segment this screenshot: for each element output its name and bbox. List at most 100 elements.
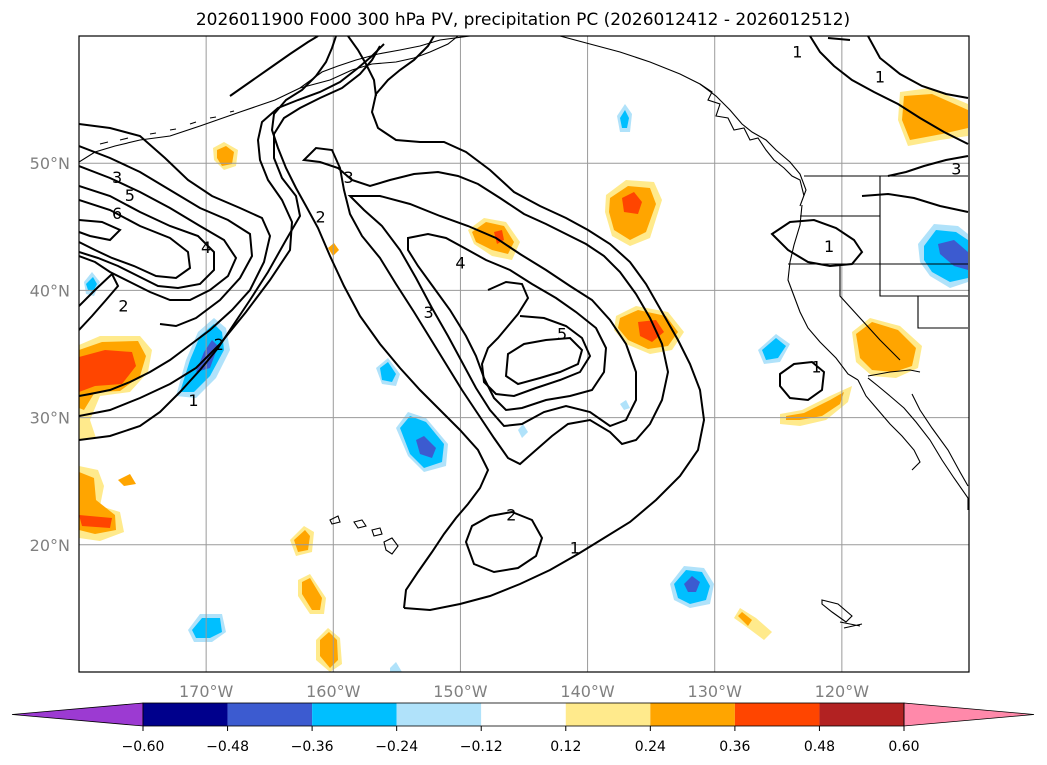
pv-contour-line — [861, 192, 969, 213]
colorbar-tick-label: −0.12 — [460, 739, 503, 755]
colorbar-tick-label: −0.36 — [291, 739, 334, 755]
pv-contour-label: 1 — [792, 42, 802, 61]
precip-negative-region — [518, 424, 528, 438]
lon-tick-label: 170°W — [179, 682, 234, 701]
pv-contour-line — [480, 280, 592, 398]
pv-contour-line — [301, 146, 670, 466]
colorbar-tick-labels: −0.60 −0.48 −0.36 −0.24 −0.12 0.12 0.24 0.36 0.4… — [122, 726, 920, 755]
pv-contour-label: 4 — [455, 253, 465, 272]
pv-contour-line — [270, 36, 490, 609]
longitude-tick-labels: 170°W 160°W 150°W 140°W 130°W 120°W — [179, 682, 869, 701]
map-frame — [78, 35, 970, 673]
precip-positive-region — [302, 578, 322, 610]
pv-contour-line — [887, 155, 969, 177]
pv-contour-line — [79, 199, 192, 280]
pv-contour-line — [79, 165, 238, 301]
pv-contour-label: 3 — [343, 168, 353, 187]
colorbar-segment — [312, 703, 397, 726]
pv-contour-label: 1 — [811, 358, 821, 377]
gulf-of-alaska-coastline — [559, 36, 807, 207]
pv-contour-line — [407, 232, 608, 412]
pv-contour-label: 2 — [315, 208, 325, 227]
pv-contour-line — [347, 195, 637, 428]
pv-contour-line — [779, 360, 826, 402]
precip-positive-region — [622, 192, 642, 214]
pv-contour-line — [809, 36, 969, 145]
colorbar-tick-label: 0.24 — [635, 739, 666, 755]
precip-positive-region — [902, 94, 968, 140]
precip-negative-region — [620, 400, 630, 410]
pv-contour-line — [504, 336, 584, 386]
pv-contour-line — [347, 36, 377, 97]
precip-negative-region — [86, 277, 97, 292]
latitude-tick-labels: 50°N 40°N 30°N 20°N — [30, 154, 70, 555]
precip-negative-region — [684, 576, 700, 592]
state-borders — [788, 176, 968, 361]
colorbar-tick-label: 0.48 — [804, 739, 835, 755]
precip-negative-region — [192, 618, 222, 638]
pv-contour-label: 3 — [112, 168, 122, 187]
pv-contour-label: 2 — [506, 505, 516, 524]
pv-contour-lines — [79, 36, 969, 612]
precip-positive-region — [738, 612, 752, 626]
lon-tick-label: 140°W — [560, 682, 615, 701]
precip-positive-region — [856, 322, 916, 372]
pv-contour-line — [79, 123, 272, 397]
us-west-coastline — [787, 204, 859, 381]
precip-negative-region — [620, 110, 629, 128]
precip-negative-region — [762, 338, 786, 360]
precip-positive-region — [294, 530, 310, 552]
revillagigedo-islands — [839, 621, 863, 629]
colorbar-tick-label: −0.60 — [122, 739, 165, 755]
precip-positive-region — [217, 146, 234, 166]
colorbar-tick-label: 0.12 — [550, 739, 581, 755]
pv-contour-line — [79, 272, 120, 331]
map-gridlines — [79, 36, 969, 672]
pv-contour-line — [370, 36, 706, 612]
pv-contour-line — [79, 219, 122, 242]
precip-negative-region — [416, 436, 436, 458]
pv-contour-label: 4 — [201, 238, 211, 257]
lat-tick-label: 50°N — [30, 154, 70, 173]
pv-contour-line — [79, 185, 215, 290]
precip-positive-region — [118, 474, 136, 486]
pv-contour-line — [79, 45, 381, 441]
small-island-ne — [821, 599, 853, 623]
hawaii-islands — [329, 515, 399, 555]
colorbar-segment — [565, 703, 651, 726]
colorbar-extend-min — [11, 702, 144, 727]
colorbar-segment — [396, 703, 482, 726]
precip-negative-region — [380, 362, 396, 382]
mexico-mainland-coastline — [911, 393, 969, 487]
pv-contour-line — [229, 36, 319, 97]
colorbar-tick-label: 0.36 — [719, 739, 750, 755]
pv-contour-label: 5 — [125, 186, 135, 205]
precip-negative-region — [390, 662, 402, 672]
colorbar-segment — [650, 703, 735, 726]
bc-coast-islands — [699, 83, 805, 197]
colorbar-outline — [142, 702, 905, 727]
alaska-peninsula-coastline — [299, 36, 459, 89]
colorbar-segment — [819, 703, 904, 726]
coastlines-and-borders — [79, 36, 969, 629]
lat-tick-label: 40°N — [30, 281, 70, 300]
baja-california-coastline — [857, 377, 969, 510]
colorbar-segment — [481, 703, 566, 726]
pv-contour-label: 5 — [557, 325, 567, 344]
pv-contour-label: 2 — [118, 297, 128, 316]
pv-contour-line — [79, 43, 385, 417]
pv-contour-label: 3 — [424, 303, 434, 322]
lon-tick-label: 160°W — [306, 682, 361, 701]
colorbar — [11, 702, 1035, 727]
precip-positive-region — [472, 222, 514, 254]
colorbar-segment — [143, 703, 228, 726]
pv-contour-label: 1 — [875, 68, 885, 87]
pv-contour-line — [867, 36, 969, 99]
precip-positive-region — [79, 350, 136, 392]
lon-tick-label: 150°W — [433, 682, 488, 701]
us-mexico-border — [867, 369, 921, 377]
colorbar-tick-label: 0.60 — [888, 739, 919, 755]
colorbar-segment — [734, 703, 820, 726]
colorbar-tick-label: −0.48 — [206, 739, 249, 755]
